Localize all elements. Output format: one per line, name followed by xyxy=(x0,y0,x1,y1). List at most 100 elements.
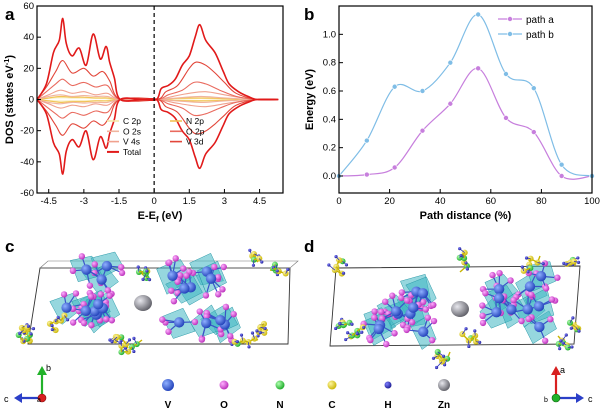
o-atom xyxy=(403,297,411,304)
o-atom xyxy=(428,337,436,344)
h-atom xyxy=(251,263,256,267)
o-atom xyxy=(60,291,68,298)
h-atom xyxy=(564,333,568,337)
h-atom xyxy=(56,315,60,320)
o-atom xyxy=(382,298,389,305)
legend-label-o: O xyxy=(220,400,228,411)
h-atom xyxy=(110,339,114,344)
axis-indicator-d: a c b xyxy=(544,365,593,404)
legend-label: O 2s xyxy=(123,126,141,136)
o-atom xyxy=(69,267,77,275)
o-atom xyxy=(230,310,237,318)
axis-indicator-c: b c a xyxy=(4,363,51,404)
data-point-path-b xyxy=(391,83,398,90)
h-atom xyxy=(275,269,279,273)
h-atom xyxy=(362,325,366,330)
v-atom xyxy=(533,301,545,312)
y-tick-label: 0.8 xyxy=(323,58,336,69)
y-tick-label: -20 xyxy=(20,126,34,137)
h-atom xyxy=(344,263,349,267)
h-atom xyxy=(127,338,132,342)
h-atom xyxy=(65,318,70,322)
series-line-path-a xyxy=(338,67,593,180)
data-point-path-b xyxy=(475,11,481,18)
h-atom xyxy=(141,277,145,281)
dos-chart: -4.5 -3 -1.5 0 1.5 3 4.5 60 40 20 0 -20 -40 -60 E-Ef (e… xyxy=(2,1,284,224)
series-v-3d-up xyxy=(36,59,279,102)
o-atom xyxy=(72,290,80,297)
o-atom xyxy=(496,269,503,277)
v-atom xyxy=(417,326,429,337)
x-tick-label: 60 xyxy=(486,196,497,207)
legend-label: V 3d xyxy=(186,137,204,147)
o-atom xyxy=(507,277,514,284)
o-atom xyxy=(420,298,427,306)
o-atom xyxy=(371,314,378,321)
series-o-2s-down xyxy=(36,98,279,105)
x-axis-label: Path distance (%) xyxy=(420,210,512,222)
panel-label-c: c xyxy=(5,237,14,256)
h-atom xyxy=(334,326,338,331)
h-atom xyxy=(459,253,463,258)
zn-atom xyxy=(451,301,469,317)
o-atom xyxy=(367,336,374,344)
v-atom xyxy=(493,283,505,295)
panel-label-a: a xyxy=(5,5,15,24)
h-atom xyxy=(473,329,477,333)
v-atom xyxy=(179,283,190,294)
o-atom xyxy=(165,328,172,335)
h-atom xyxy=(50,323,54,328)
o-atom xyxy=(198,336,206,343)
h-atom xyxy=(344,337,348,342)
v-atom xyxy=(417,288,429,299)
data-point-path-b xyxy=(447,59,454,66)
x-tick-label: 0 xyxy=(151,196,156,207)
o-atom xyxy=(222,303,230,311)
h-atom xyxy=(147,278,152,282)
h-atom xyxy=(118,341,122,345)
legend-atom-c xyxy=(327,380,337,390)
h-atom xyxy=(29,332,33,336)
o-atom xyxy=(102,316,110,323)
o-atom xyxy=(172,255,179,262)
o-atom xyxy=(217,330,225,338)
v-atom xyxy=(215,315,226,326)
unit-cell-depth xyxy=(39,260,299,269)
y-axis-label-end: ) xyxy=(4,55,16,59)
legend-label: N 2p xyxy=(186,116,204,126)
h-atom xyxy=(256,334,260,338)
legend-label-h: H xyxy=(384,400,391,411)
h-atom xyxy=(569,326,573,330)
o-atom xyxy=(227,332,234,340)
o-atom xyxy=(108,317,116,324)
series-n-2p-down xyxy=(36,98,279,103)
x-axis-label-main: E-E xyxy=(138,210,156,222)
data-point-path-a xyxy=(391,164,398,171)
o-atom xyxy=(80,319,88,327)
y-tick-label: 60 xyxy=(23,1,34,12)
h-atom xyxy=(235,340,239,344)
h-atom xyxy=(260,260,264,264)
o-atom xyxy=(106,292,113,299)
data-point-path-b xyxy=(531,85,537,91)
panel-label-d: d xyxy=(304,237,314,256)
o-atom xyxy=(86,282,94,289)
legend-label-n: N xyxy=(276,400,283,411)
h-atom xyxy=(350,322,354,326)
data-point-path-a xyxy=(447,100,454,107)
x-tick-label: 3 xyxy=(222,196,227,207)
axis-label-b: b xyxy=(544,397,548,404)
o-atom xyxy=(398,289,406,296)
o-atom xyxy=(87,293,95,300)
o-atom xyxy=(159,316,166,323)
o-atom xyxy=(174,278,181,285)
v-atom xyxy=(93,299,104,310)
h-atom xyxy=(327,263,331,267)
legend-marker xyxy=(507,31,513,37)
axis-label-a: a xyxy=(560,365,565,375)
o-atom xyxy=(541,337,549,344)
x-axis-label-sub: f xyxy=(156,215,159,224)
panel-label-b: b xyxy=(304,5,314,24)
o-atom xyxy=(479,302,486,309)
o-atom xyxy=(398,294,405,302)
